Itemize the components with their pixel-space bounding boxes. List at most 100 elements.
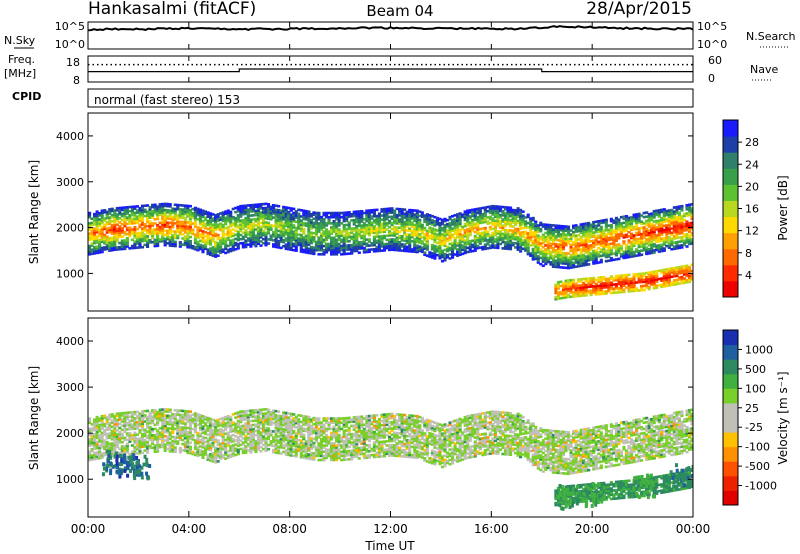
power-cell (526, 250, 530, 254)
power-cell (130, 222, 134, 225)
power-cell (524, 240, 528, 244)
power-cell (330, 242, 334, 246)
power-cell (98, 245, 102, 248)
power-cell (370, 211, 374, 214)
power-cell (181, 226, 185, 230)
power-cell (544, 237, 548, 241)
power-cell (564, 256, 568, 259)
power-cell (103, 246, 107, 249)
power-cell (292, 238, 296, 242)
power-cell (282, 238, 286, 242)
power-cell (612, 235, 616, 239)
power-cell (229, 214, 233, 218)
power-cell (652, 238, 656, 242)
power-cell (607, 283, 611, 287)
power-cell (93, 229, 97, 232)
power-cell (478, 207, 482, 210)
power-cell (622, 256, 626, 260)
power-cell (324, 248, 329, 252)
power-cell (224, 247, 228, 251)
power-cell (524, 232, 528, 236)
power-cell (642, 232, 646, 235)
power-cell (468, 244, 472, 247)
power-cell (466, 236, 470, 239)
power-cell (652, 216, 656, 219)
power-cell (685, 234, 689, 238)
power-cell (541, 260, 545, 263)
power-cell (382, 216, 387, 219)
power-cell (503, 212, 508, 215)
power-cell (566, 258, 571, 262)
power-cell (360, 224, 364, 227)
power-cell (236, 224, 240, 227)
power-cell (486, 247, 490, 250)
velocity-cell (166, 410, 170, 413)
power-cell (425, 217, 429, 220)
power-cell (461, 238, 465, 241)
power-cell (521, 220, 525, 224)
power-cell (93, 250, 97, 253)
power-cell (604, 237, 608, 240)
power-cell (554, 263, 558, 267)
power-cell (594, 255, 598, 259)
velocity-cell (163, 422, 167, 426)
power-cell (88, 238, 92, 242)
power-cell (672, 220, 676, 224)
power-cell (418, 241, 422, 244)
power-cell (115, 209, 119, 212)
velocity-cell (151, 442, 155, 445)
velocity-cell (120, 434, 124, 438)
power-cell (173, 217, 177, 221)
power-cell (597, 250, 601, 254)
velocity-cell (140, 443, 145, 446)
power-cell (420, 231, 424, 235)
power-cell (193, 225, 197, 228)
power-cell (236, 216, 240, 219)
power-cell (382, 214, 387, 217)
power-cell (549, 244, 553, 248)
power-cell (244, 210, 248, 214)
power-cell (188, 239, 192, 243)
power-cell (163, 243, 167, 247)
power-cell (662, 218, 666, 221)
power-cell (476, 230, 480, 233)
power-cell (569, 249, 573, 253)
power-cell (458, 222, 462, 226)
power-cell (627, 253, 631, 257)
power-cell (473, 236, 477, 240)
power-cell (539, 262, 543, 266)
power-cell (108, 208, 112, 211)
velocity-cell (95, 428, 99, 431)
power-cell (561, 296, 566, 300)
power-cell (655, 284, 659, 287)
power-cell (312, 236, 316, 239)
power-cell (662, 208, 666, 211)
power-cell (592, 258, 596, 261)
power-cell (123, 231, 127, 234)
power-cell (579, 247, 583, 251)
power-cell (209, 243, 213, 246)
power-cell (161, 217, 165, 220)
velocity-cell (176, 429, 180, 433)
velocity-cell (95, 453, 99, 456)
power-cell (297, 212, 301, 216)
power-cell (123, 212, 127, 216)
power-cell (345, 211, 349, 214)
power-cell (100, 246, 104, 250)
power-cell (118, 210, 122, 214)
power-cell (433, 234, 437, 238)
velocity-cell (151, 417, 155, 421)
power-cell (143, 210, 147, 214)
power-cell (188, 221, 192, 224)
power-cell (330, 253, 334, 256)
power-cell (642, 244, 646, 248)
power-cell (292, 220, 296, 223)
power-cell (312, 252, 316, 256)
power-cell (690, 273, 693, 277)
power-cell (294, 228, 298, 232)
power-cell (181, 222, 185, 226)
power-cell (324, 234, 329, 238)
power-cell (259, 213, 263, 216)
power-cell (559, 241, 563, 244)
power-cell (478, 219, 482, 223)
